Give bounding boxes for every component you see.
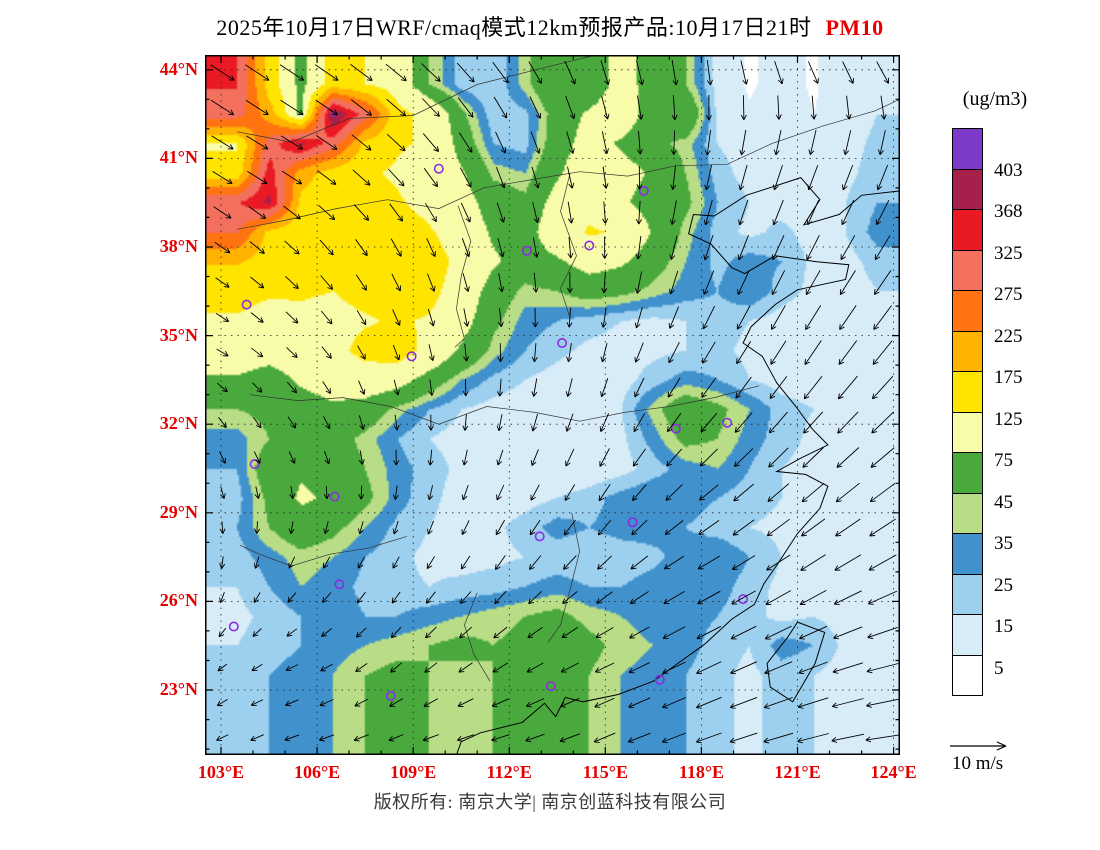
- province-border: [249, 385, 760, 425]
- graticule-gridlines: [205, 55, 900, 755]
- wind-reference-arrow: [950, 741, 1007, 751]
- x-axis-tick-label: 121°E: [774, 762, 821, 782]
- pollutant-label: PM10: [825, 15, 884, 40]
- legend-level-label: 25: [994, 574, 1013, 596]
- map-overlay: [205, 55, 900, 755]
- wind-vector-arrows: [210, 59, 900, 744]
- copyright-footer: 版权所有: 南京大学| 南京创蓝科技有限公司: [373, 792, 727, 812]
- reference-arrow-glyph: [950, 741, 1007, 751]
- map-frame-border: [205, 55, 900, 755]
- color-legend: 403 368 325 275 225 175 125 75 45 35 25 15 5: [952, 128, 1023, 696]
- legend-level-label: 75: [994, 450, 1013, 471]
- legend-color-box: [952, 452, 983, 494]
- x-axis-tick-label: 115°E: [582, 762, 628, 782]
- legend-color-box: [952, 411, 983, 453]
- y-axis-tick-label: 35°N: [159, 324, 198, 345]
- wind-reference-label: 10 m/s: [952, 753, 1004, 774]
- legend-color-box: [952, 371, 983, 413]
- legend-color-box: [952, 614, 983, 656]
- x-axis-tick-label: 109°E: [390, 762, 437, 782]
- coastline: [455, 177, 900, 755]
- x-axis-tick-label: 124°E: [870, 762, 917, 782]
- legend-color-box: [952, 168, 983, 210]
- legend-level-label: 35: [994, 533, 1013, 554]
- province-border: [454, 205, 472, 348]
- legend-color-box: [952, 330, 983, 372]
- y-axis-tick-label: 23°N: [159, 679, 198, 700]
- y-axis-tick-label: 32°N: [159, 413, 198, 434]
- axis-tick-marks: [205, 55, 900, 755]
- taiwan-coastline: [766, 621, 826, 703]
- legend-color-box: [952, 533, 983, 575]
- legend-level-label: 403: [994, 159, 1023, 181]
- pm10-concentration-field: [205, 55, 900, 755]
- legend-level-label: 45: [994, 491, 1013, 513]
- x-axis-tick-label: 118°E: [678, 762, 725, 782]
- legend-level-label: 5: [994, 657, 1004, 679]
- legend-units-label: (ug/m3): [962, 88, 1028, 110]
- title-text: 2025年10月17日WRF/cmaq模式12km预报产品:10月17日21时: [216, 15, 812, 40]
- city-markers: [228, 163, 749, 701]
- legend-level-label: 125: [994, 408, 1023, 430]
- legend-level-label: 275: [994, 284, 1023, 305]
- legend-color-box: [952, 573, 983, 615]
- province-border: [236, 98, 900, 230]
- legend-color-box: [952, 128, 983, 170]
- province-border: [464, 592, 491, 682]
- x-axis-tick-label: 106°E: [293, 762, 341, 782]
- province-border: [240, 536, 407, 567]
- legend-level-label: 225: [994, 325, 1023, 347]
- province-border: [236, 55, 596, 143]
- legend-color-box: [952, 290, 983, 332]
- legend-level-label: 175: [994, 367, 1023, 388]
- y-axis-tick-label: 29°N: [159, 501, 198, 522]
- legend-level-label: 368: [994, 201, 1023, 222]
- y-axis-tick-label: 26°N: [159, 590, 198, 611]
- map-area: [205, 55, 900, 755]
- y-axis-tick-label: 38°N: [159, 235, 198, 256]
- legend-level-label: 15: [994, 616, 1013, 637]
- x-axis-tick-label: 112°E: [486, 762, 532, 782]
- legend-color-box: [952, 249, 983, 291]
- province-border: [560, 173, 577, 319]
- y-axis-tick-label: 41°N: [159, 147, 198, 168]
- legend-level-label: 325: [994, 242, 1023, 264]
- y-axis-tick-label: 44°N: [159, 58, 198, 79]
- legend-color-box: [952, 654, 983, 696]
- province-border: [547, 512, 581, 644]
- legend-color-box: [952, 209, 983, 251]
- x-axis-tick-label: 103°E: [197, 762, 245, 782]
- legend-color-box: [952, 492, 983, 534]
- page-title: 2025年10月17日WRF/cmaq模式12km预报产品:10月17日21时 P…: [0, 10, 1100, 42]
